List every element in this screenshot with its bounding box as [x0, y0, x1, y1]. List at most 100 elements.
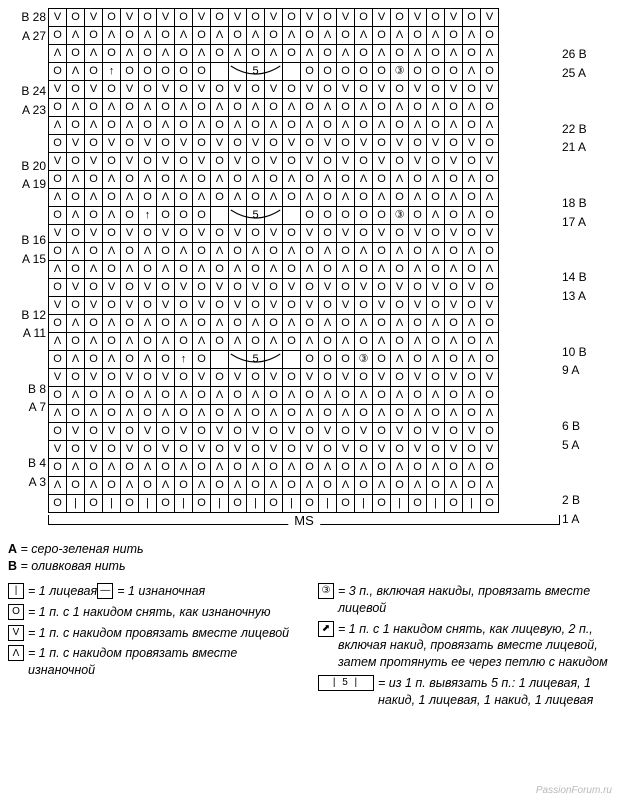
- chart-cell: Λ: [337, 477, 355, 495]
- chart-cell: O: [229, 27, 247, 45]
- chart-cell: Λ: [301, 477, 319, 495]
- chart-cell: O: [67, 261, 85, 279]
- chart-cell: Λ: [445, 189, 463, 207]
- chart-cell: O: [445, 351, 463, 369]
- chart-cell: V: [265, 225, 283, 243]
- chart-cell: O: [193, 243, 211, 261]
- chart-cell: O: [481, 495, 499, 513]
- legend-column-left: | = 1 лицевая — = 1 изнаночнаяO = 1 п. с…: [8, 583, 300, 713]
- chart-cell: O: [247, 441, 265, 459]
- chart-cell: V: [301, 153, 319, 171]
- chart-cell: O: [283, 441, 301, 459]
- chart-cell: O: [355, 189, 373, 207]
- chart-cell: Λ: [463, 315, 481, 333]
- chart-cell: Λ: [103, 99, 121, 117]
- chart-cell: V: [409, 81, 427, 99]
- chart-cell: O: [247, 81, 265, 99]
- chart-cell: O: [283, 189, 301, 207]
- chart-cell: Λ: [337, 45, 355, 63]
- chart-cell: V: [121, 369, 139, 387]
- chart-cell: V: [481, 369, 499, 387]
- chart-cell: V: [85, 9, 103, 27]
- chart-cell: V: [229, 369, 247, 387]
- chart-cell: O: [193, 171, 211, 189]
- chart-cell: O: [301, 243, 319, 261]
- legend-text: = 1 п. с 1 накидом снять, как изна­ночну…: [28, 604, 271, 621]
- chart-cell: O: [283, 333, 301, 351]
- chart-cell: O: [157, 387, 175, 405]
- chart-cell: Λ: [445, 261, 463, 279]
- chart-cell: Λ: [319, 99, 337, 117]
- chart-cell: V: [157, 225, 175, 243]
- chart-cell: [211, 63, 229, 81]
- chart-cell: V: [373, 81, 391, 99]
- chart-cell: Λ: [49, 261, 67, 279]
- chart-cell: O: [445, 171, 463, 189]
- chart-cell: V: [301, 225, 319, 243]
- chart-cell: Λ: [355, 171, 373, 189]
- chart-cell: O: [211, 261, 229, 279]
- chart-cell: O: [121, 459, 139, 477]
- chart-cell: O: [247, 261, 265, 279]
- chart-cell: O: [301, 459, 319, 477]
- chart-cell: O: [67, 477, 85, 495]
- chart-cell: O: [211, 81, 229, 99]
- chart-cell: V: [85, 81, 103, 99]
- chart-cell: |: [175, 495, 193, 513]
- chart-cell: Λ: [301, 45, 319, 63]
- legend-item: ⬈ = 1 п. с 1 накидом снять, как лицевую,…: [318, 621, 610, 672]
- chart-cell: O: [247, 225, 265, 243]
- chart-cell: O: [211, 297, 229, 315]
- chart-cell: V: [427, 135, 445, 153]
- chart-cell: |: [463, 495, 481, 513]
- chart-cell: O: [121, 243, 139, 261]
- chart-cell: O: [481, 459, 499, 477]
- chart-cell: Λ: [427, 99, 445, 117]
- chart-cell: O: [301, 423, 319, 441]
- chart-cell: O: [121, 495, 139, 513]
- chart-cell: Λ: [373, 117, 391, 135]
- chart-cell: O: [373, 207, 391, 225]
- chart-cell: O: [283, 153, 301, 171]
- chart-cell: V: [121, 153, 139, 171]
- chart-cell: O: [193, 135, 211, 153]
- ms-repeat-bracket: MS: [48, 515, 560, 525]
- chart-cell: O: [103, 117, 121, 135]
- chart-cell: O: [427, 441, 445, 459]
- chart-cell: Λ: [121, 333, 139, 351]
- chart-cell: V: [481, 153, 499, 171]
- chart-cell: O: [103, 153, 121, 171]
- chart-cell: O: [157, 351, 175, 369]
- chart-cell: Λ: [175, 27, 193, 45]
- chart-cell: Λ: [229, 333, 247, 351]
- chart-cell: Λ: [247, 27, 265, 45]
- chart-cell: V: [409, 441, 427, 459]
- chart-cell: O: [193, 99, 211, 117]
- chart-cell: O: [301, 495, 319, 513]
- chart-cell: Λ: [409, 477, 427, 495]
- chart-cell: V: [337, 441, 355, 459]
- chart-cell: O: [391, 81, 409, 99]
- chart-cell: O: [103, 477, 121, 495]
- chart-cell: Λ: [247, 459, 265, 477]
- chart-cell: O: [373, 171, 391, 189]
- chart-cell: Λ: [391, 315, 409, 333]
- chart-cell: O: [391, 477, 409, 495]
- chart-cell: V: [301, 9, 319, 27]
- chart-cell: |: [247, 495, 265, 513]
- chart-cell: Λ: [409, 117, 427, 135]
- chart-cell: Λ: [463, 351, 481, 369]
- chart-cell: O: [67, 333, 85, 351]
- chart-cell: V: [445, 297, 463, 315]
- chart-cell: Λ: [67, 27, 85, 45]
- chart-cell: V: [229, 9, 247, 27]
- chart-cell: Λ: [391, 243, 409, 261]
- chart-cell: Λ: [391, 27, 409, 45]
- chart-cell: O: [247, 153, 265, 171]
- chart-cell: V: [337, 9, 355, 27]
- chart-cell: O: [463, 333, 481, 351]
- chart-cell: O: [391, 189, 409, 207]
- chart-cell: Λ: [49, 45, 67, 63]
- chart-cell: O: [319, 351, 337, 369]
- chart-cell: O: [265, 495, 283, 513]
